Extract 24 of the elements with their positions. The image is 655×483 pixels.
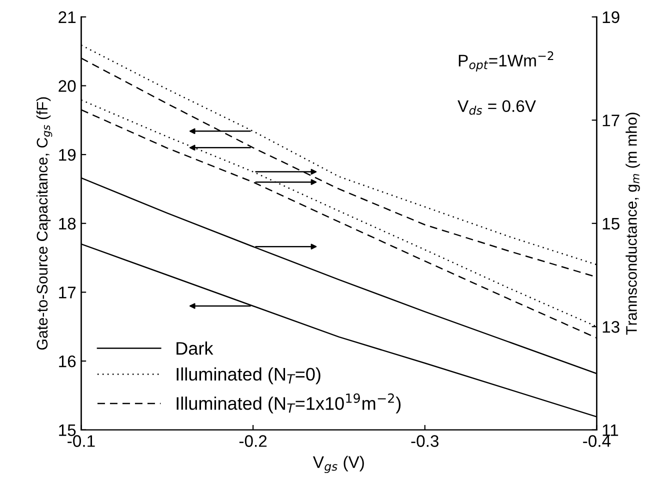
y2-tick-label: 11: [602, 424, 618, 436]
x-tick-label: -0.1: [68, 435, 95, 447]
y2-tick-label: 13: [602, 321, 620, 333]
annotation: P$_{opt}$=1Wm$^{−2}$: [458, 51, 554, 72]
y-tick-label: 16: [59, 355, 76, 368]
legend-label: Illuminated (N$_{T}$=1x10$^{19}$m$^{−2}$): [176, 393, 401, 414]
y-tick-label: 15: [59, 424, 76, 436]
y2-tick-label: 15: [602, 218, 620, 230]
y-axis-title: Gate-to-Source Capacitance, C$_{gs}$ (fF): [36, 97, 52, 350]
y-tick-label: 19: [59, 148, 76, 161]
x-tick-label: -0.3: [411, 435, 439, 447]
y2-tick-label: 17: [602, 114, 620, 126]
y-tick-label: 21: [58, 11, 76, 23]
x-tick-label: -0.4: [583, 435, 611, 447]
annotation: V$_{ds}$ = 0.6V: [458, 100, 536, 115]
y2-axis-title: Trannsconductance, g$_{m}$ (m mho): [626, 112, 640, 335]
x-tick-label: -0.2: [239, 435, 267, 447]
y2-tick-label: 19: [602, 11, 620, 24]
legend-label: Illuminated (N$_{T}$=0): [176, 367, 320, 384]
legend-label: Dark: [176, 342, 214, 355]
y-tick-label: 20: [58, 80, 76, 92]
y-tick-label: 17: [59, 286, 76, 298]
x-axis-title: V$_{gs}$ (V): [312, 456, 364, 474]
y-tick-label: 18: [59, 218, 76, 230]
